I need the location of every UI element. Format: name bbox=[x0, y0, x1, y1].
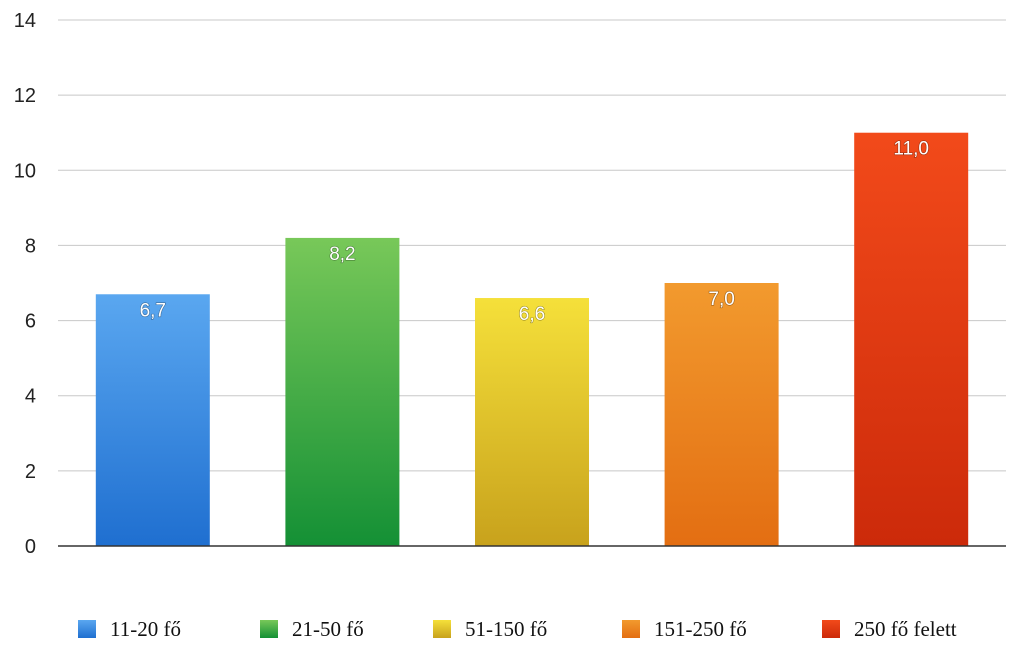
data-label: 11,0 bbox=[893, 139, 929, 160]
legend-swatch bbox=[433, 620, 451, 638]
y-tick-label: 4 bbox=[25, 386, 36, 408]
bar-5 bbox=[854, 132, 969, 546]
data-labels: 6,7 8,2 6,6 7,0 11,0 bbox=[139, 138, 930, 326]
y-tick-label: 10 bbox=[14, 160, 36, 182]
data-label: 6,6 bbox=[519, 304, 545, 325]
legend-swatch bbox=[822, 620, 840, 638]
bars bbox=[95, 132, 969, 546]
bar-1 bbox=[95, 294, 210, 546]
legend-item: 151-250 fő bbox=[622, 614, 747, 644]
legend-swatch bbox=[622, 620, 640, 638]
y-tick-label: 14 bbox=[14, 10, 36, 32]
legend-swatch bbox=[260, 620, 278, 638]
legend-label: 51-150 fő bbox=[465, 616, 548, 641]
y-tick-label: 0 bbox=[25, 536, 36, 558]
bar-4 bbox=[664, 283, 779, 546]
legend-label: 11-20 fő bbox=[110, 616, 181, 641]
legend-swatch bbox=[78, 620, 96, 638]
bar-2 bbox=[285, 237, 400, 546]
data-label: 6,7 bbox=[140, 300, 166, 321]
legend-item: 250 fő felett bbox=[822, 614, 957, 644]
legend-item: 51-150 fő bbox=[433, 614, 547, 644]
legend-label: 21-50 fő bbox=[292, 616, 364, 641]
data-label: 7,0 bbox=[708, 289, 734, 310]
legend-label: 250 fő felett bbox=[854, 616, 957, 641]
bar-chart: 0 2 4 6 8 10 12 14 6,7 8,2 6,6 7,0 11,0 bbox=[14, 10, 1006, 558]
y-tick-label: 8 bbox=[25, 235, 36, 257]
bar-3 bbox=[475, 298, 589, 546]
y-tick-label: 12 bbox=[14, 85, 36, 107]
legend-label: 151-250 fő bbox=[654, 616, 747, 641]
legend: 11-20 fő 21-50 fő 51-150 fő 151-250 fő 250 f… bbox=[0, 614, 1024, 644]
y-tick-label: 2 bbox=[25, 461, 36, 483]
legend-item: 11-20 fő bbox=[78, 614, 181, 644]
data-label: 8,2 bbox=[329, 244, 355, 265]
y-tick-label: 6 bbox=[25, 311, 36, 333]
y-axis-ticks: 0 2 4 6 8 10 12 14 bbox=[14, 10, 36, 558]
legend-item: 21-50 fő bbox=[260, 614, 364, 644]
